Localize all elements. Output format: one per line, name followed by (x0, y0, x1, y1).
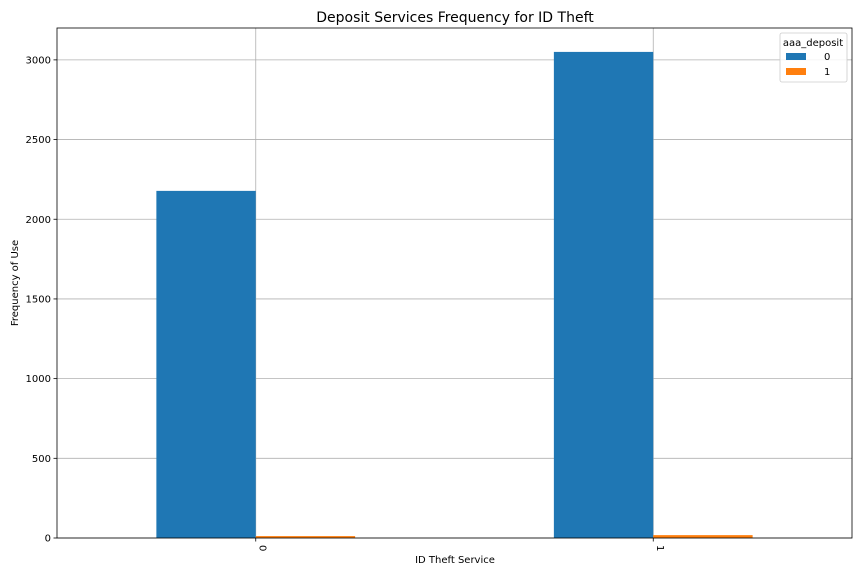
y-tick-label: 3000 (26, 55, 51, 66)
legend-entries: 01 (786, 52, 830, 78)
bar-series-0-0 (156, 190, 256, 538)
legend-swatch (786, 68, 806, 75)
y-tick-label: 0 (45, 534, 51, 545)
x-tick-label: 0 (256, 545, 267, 551)
legend-title: aaa_deposit (783, 38, 843, 49)
bar-layer (156, 51, 753, 538)
y-tick-label: 1500 (26, 294, 51, 305)
legend-swatch (786, 53, 806, 60)
chart-title: Deposit Services Frequency for ID Theft (316, 10, 594, 26)
plot-frame (56, 27, 853, 539)
y-tick-label: 1000 (26, 374, 51, 385)
y-tick-label: 2500 (26, 135, 51, 146)
y-axis-label: Frequency of Use (10, 240, 21, 326)
x-tick-label: 1 (654, 545, 665, 551)
bar-series-1-1 (653, 535, 753, 538)
y-tick-label: 2000 (26, 215, 51, 226)
legend-label: 1 (824, 67, 830, 78)
bar-series-1-0 (255, 536, 356, 538)
legend: aaa_deposit 01 (779, 32, 848, 83)
tick-layer: 0 500 1000 1500 2000 2500 3000 0 1 (26, 55, 665, 551)
y-tick-label: 500 (32, 454, 51, 465)
legend-label: 0 (824, 52, 830, 63)
bar-series-0-1 (553, 51, 654, 538)
x-axis-label: ID Theft Service (415, 555, 495, 566)
